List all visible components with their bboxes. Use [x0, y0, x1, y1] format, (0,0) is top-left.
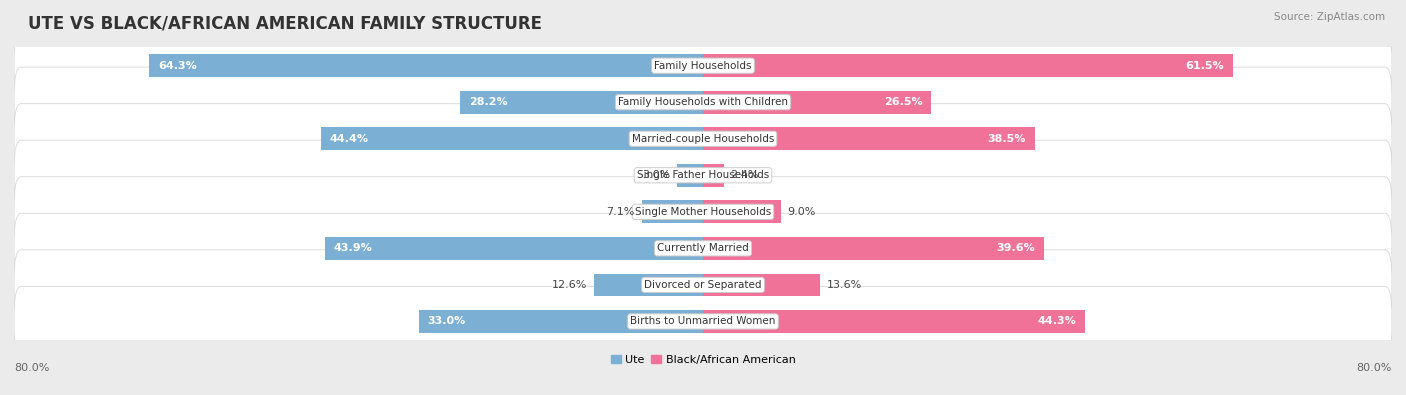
Text: 39.6%: 39.6%: [997, 243, 1035, 253]
Text: 12.6%: 12.6%: [553, 280, 588, 290]
Bar: [703, 310, 1084, 333]
Text: 2.4%: 2.4%: [731, 170, 759, 180]
Text: Family Households: Family Households: [654, 61, 752, 71]
Text: 13.6%: 13.6%: [827, 280, 862, 290]
Text: 3.0%: 3.0%: [643, 170, 671, 180]
FancyBboxPatch shape: [14, 250, 1392, 320]
Bar: [703, 55, 1233, 77]
Bar: [703, 237, 1045, 260]
Bar: [703, 274, 820, 296]
Text: 80.0%: 80.0%: [14, 363, 49, 373]
Bar: [643, 201, 703, 223]
Bar: [419, 310, 703, 333]
FancyBboxPatch shape: [14, 67, 1392, 137]
Text: UTE VS BLACK/AFRICAN AMERICAN FAMILY STRUCTURE: UTE VS BLACK/AFRICAN AMERICAN FAMILY STR…: [28, 15, 541, 33]
Text: 61.5%: 61.5%: [1185, 61, 1225, 71]
Text: Single Mother Households: Single Mother Households: [636, 207, 770, 217]
FancyBboxPatch shape: [14, 177, 1392, 247]
Text: 43.9%: 43.9%: [333, 243, 373, 253]
FancyBboxPatch shape: [14, 140, 1392, 211]
Bar: [703, 128, 1035, 150]
Text: 44.3%: 44.3%: [1038, 316, 1076, 326]
Bar: [703, 91, 931, 113]
Text: Source: ZipAtlas.com: Source: ZipAtlas.com: [1274, 12, 1385, 22]
FancyBboxPatch shape: [14, 286, 1392, 357]
Bar: [460, 91, 703, 113]
Bar: [149, 55, 703, 77]
Text: 64.3%: 64.3%: [157, 61, 197, 71]
Text: 38.5%: 38.5%: [987, 134, 1026, 144]
Text: Currently Married: Currently Married: [657, 243, 749, 253]
Legend: Ute, Black/African American: Ute, Black/African American: [606, 350, 800, 369]
Bar: [678, 164, 703, 186]
FancyBboxPatch shape: [14, 30, 1392, 101]
Bar: [703, 201, 780, 223]
Text: Married-couple Households: Married-couple Households: [631, 134, 775, 144]
Text: 9.0%: 9.0%: [787, 207, 815, 217]
Text: Single Father Households: Single Father Households: [637, 170, 769, 180]
Text: Family Households with Children: Family Households with Children: [619, 97, 787, 107]
Bar: [595, 274, 703, 296]
Text: 33.0%: 33.0%: [427, 316, 465, 326]
Text: 28.2%: 28.2%: [468, 97, 508, 107]
Text: 80.0%: 80.0%: [1357, 363, 1392, 373]
Bar: [703, 164, 724, 186]
Text: Divorced or Separated: Divorced or Separated: [644, 280, 762, 290]
Bar: [321, 128, 703, 150]
FancyBboxPatch shape: [14, 213, 1392, 284]
Text: 44.4%: 44.4%: [329, 134, 368, 144]
Bar: [325, 237, 703, 260]
Text: 26.5%: 26.5%: [884, 97, 922, 107]
Text: 7.1%: 7.1%: [606, 207, 636, 217]
FancyBboxPatch shape: [14, 103, 1392, 174]
Text: Births to Unmarried Women: Births to Unmarried Women: [630, 316, 776, 326]
